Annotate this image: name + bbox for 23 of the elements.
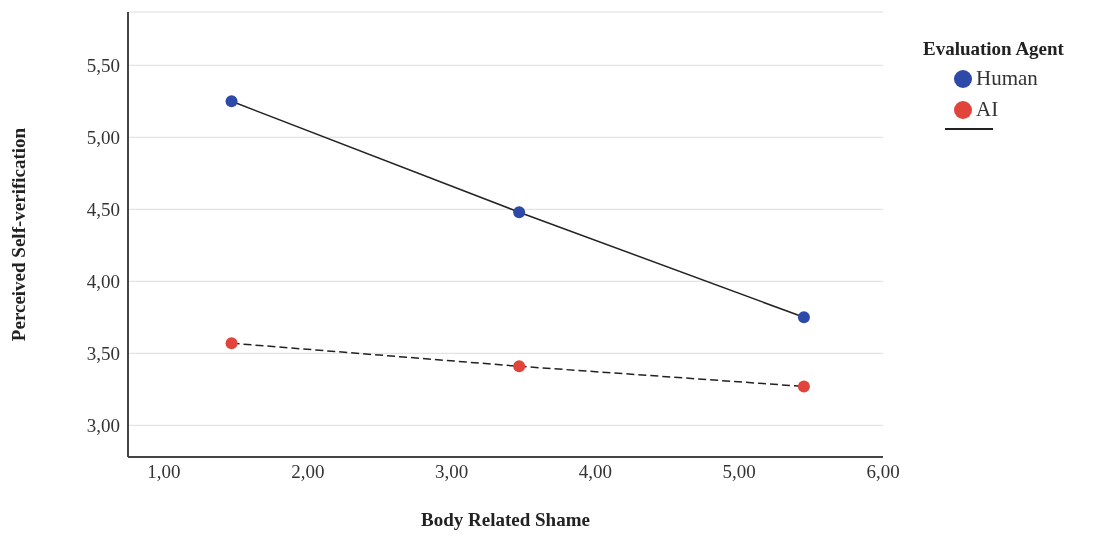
legend-label: AI (976, 97, 999, 122)
x-tick-label: 5,00 (722, 461, 756, 483)
x-tick-label: 1,00 (147, 461, 181, 483)
x-tick-label: 3,00 (434, 461, 469, 483)
point (225, 95, 238, 108)
y-axis-title: Perceived Self-verification (7, 127, 29, 342)
point (797, 380, 810, 393)
y-tick-label: 5,00 (86, 127, 120, 149)
x-axis-title: Body Related Shame (421, 509, 590, 530)
point (513, 206, 526, 219)
y-tick-label: 3,00 (86, 415, 120, 437)
y-tick-label: 4,50 (86, 199, 120, 221)
y-tick-label: 4,00 (86, 271, 120, 293)
point (797, 311, 810, 324)
point (513, 360, 526, 373)
x-tick-label: 4,00 (578, 461, 613, 483)
point (225, 337, 238, 350)
x-tick-label: 2,00 (291, 461, 325, 483)
y-tick-label: 3,50 (86, 343, 120, 365)
legend-label: Human (976, 66, 1038, 91)
legend-title: Evaluation Agent (923, 38, 1064, 60)
x-tick-label: 6,00 (866, 461, 900, 483)
y-tick-label: 5,50 (86, 55, 120, 77)
